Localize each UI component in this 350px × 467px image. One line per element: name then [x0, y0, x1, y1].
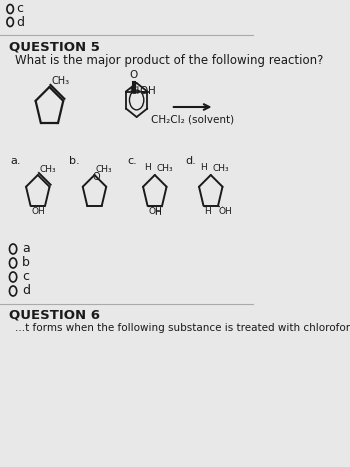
Text: b: b: [22, 256, 30, 269]
Text: a.: a.: [10, 156, 21, 166]
Text: O: O: [93, 172, 100, 182]
Text: CH₃: CH₃: [96, 165, 113, 174]
Text: QUESTION 6: QUESTION 6: [9, 309, 100, 322]
Text: QUESTION 5: QUESTION 5: [9, 40, 100, 53]
Text: CH₃: CH₃: [51, 76, 70, 86]
Text: H: H: [145, 163, 151, 172]
Text: OH: OH: [219, 207, 232, 216]
Text: ...t forms when the following substance is treated with chloroform i: ...t forms when the following substance …: [15, 323, 350, 333]
Text: d.: d.: [186, 156, 196, 166]
Text: What is the major product of the following reaction?: What is the major product of the followi…: [15, 54, 323, 67]
Text: d: d: [22, 284, 30, 297]
Text: H: H: [204, 207, 211, 216]
Text: O: O: [140, 86, 148, 97]
Text: CH₃: CH₃: [212, 164, 229, 173]
Text: c: c: [22, 270, 29, 283]
Text: H: H: [154, 208, 161, 217]
Text: H: H: [201, 163, 207, 172]
Text: H: H: [148, 86, 156, 97]
Text: CH₃: CH₃: [156, 164, 173, 173]
Text: a: a: [22, 242, 29, 255]
Text: c: c: [16, 2, 23, 15]
Text: CH₂Cl₂ (solvent): CH₂Cl₂ (solvent): [151, 115, 234, 125]
Text: Cl: Cl: [130, 86, 140, 97]
Text: OH: OH: [32, 207, 46, 216]
Text: c.: c.: [127, 156, 137, 166]
Text: OH: OH: [149, 207, 163, 216]
Text: CH₃: CH₃: [39, 165, 56, 174]
Text: O: O: [130, 70, 138, 79]
Text: b.: b.: [69, 156, 80, 166]
Text: d: d: [16, 15, 24, 28]
